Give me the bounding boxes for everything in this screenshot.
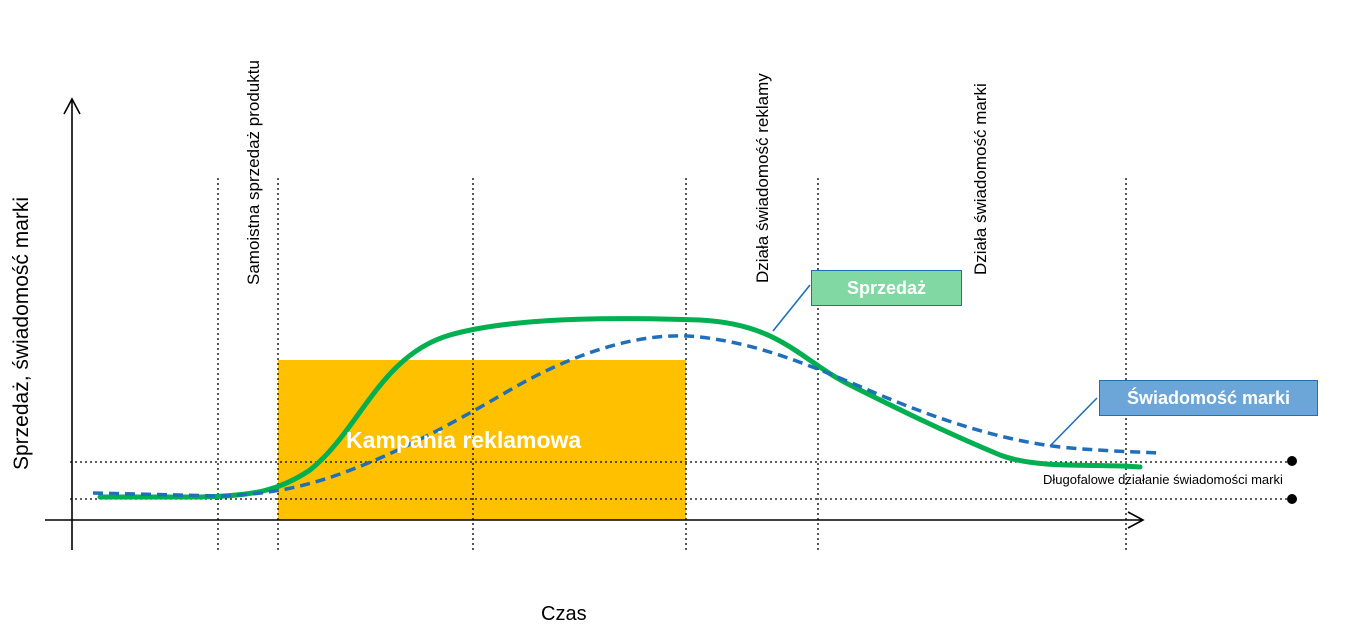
y-axis-arrow xyxy=(63,97,81,115)
long-term-level-dot xyxy=(1287,456,1297,466)
campaign-label: Kampania reklamowa xyxy=(346,427,582,453)
brand-leader-line xyxy=(1049,397,1098,447)
x-axis-arrow xyxy=(1127,511,1145,529)
sales-legend-box: Sprzedaż xyxy=(811,270,962,306)
brand-legend-box: Świadomość marki xyxy=(1099,380,1318,416)
sales-leader-line xyxy=(772,284,811,332)
y-axis-label: Sprzedaż, świadomość marki xyxy=(10,196,33,470)
brand-awareness-curve xyxy=(92,334,1161,498)
brand-legend-label: Świadomość marki xyxy=(1126,387,1291,408)
baseline-level-dot xyxy=(1287,494,1297,504)
x-axis-label: Czas xyxy=(541,603,587,625)
phase-divider-lines xyxy=(217,178,1127,550)
campaign-block xyxy=(278,360,686,520)
reference-lines xyxy=(70,461,1290,500)
phase-label-ad-awareness: Działa świadomość reklamy xyxy=(753,73,772,283)
sales-legend-label: Sprzedaż xyxy=(846,277,927,298)
phase-label-spontaneous-sales: Samoistna sprzedaż produktu xyxy=(244,60,263,285)
phase-label-brand-awareness: Działa świadomość marki xyxy=(971,83,990,275)
long-term-note: Długofalowe działanie świadomości marki xyxy=(1043,472,1283,487)
sales-curve xyxy=(97,316,1143,500)
